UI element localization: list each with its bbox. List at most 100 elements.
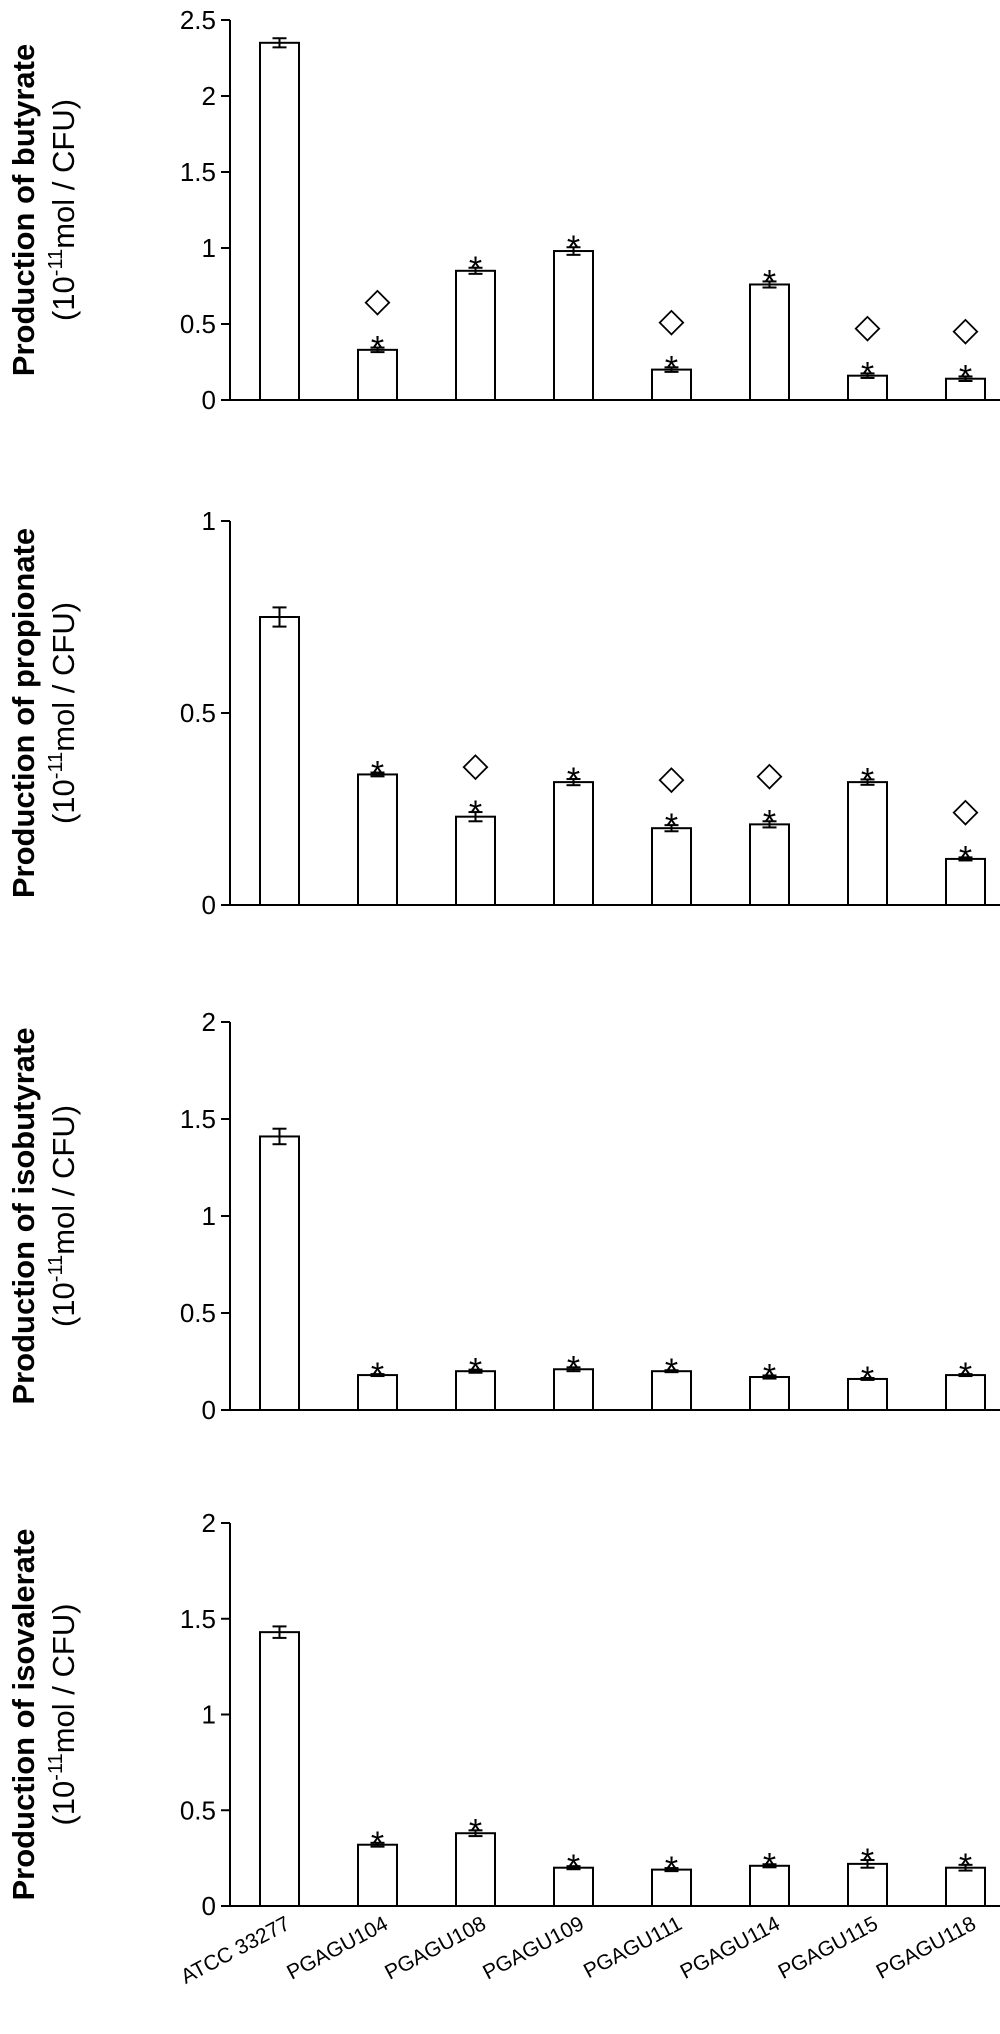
bar-PGAGU114: [749, 823, 790, 906]
significance-star: *: [861, 761, 874, 799]
y-axis-label-line1: Production of isobutyrate: [6, 1027, 41, 1404]
bar-PGAGU104: [357, 773, 398, 906]
error-bar: [664, 824, 679, 833]
category-label: ATCC 33277: [177, 1912, 294, 1989]
y-axis-label-unit-post: mol / CFU): [46, 1105, 81, 1255]
bar-PGAGU114: [749, 283, 790, 402]
error-bar: [272, 1127, 287, 1146]
error-bar: [468, 811, 483, 823]
error-bar: [762, 280, 777, 289]
significance-diamond: ◇: [756, 755, 783, 793]
y-tick-label: 0.5: [180, 1795, 216, 1825]
bar-PGAGU111: [651, 1868, 692, 1907]
y-axis-label-line1: Production of propionate: [6, 528, 41, 898]
significance-diamond: ◇: [658, 301, 685, 339]
category-label: PGAGU115: [775, 1912, 882, 1984]
error-bar: [468, 266, 483, 275]
y-axis-label-unit-post: mol / CFU): [46, 99, 81, 249]
bar-PGAGU104: [357, 1843, 398, 1907]
significance-diamond: ◇: [952, 310, 979, 348]
error-bar: [566, 1366, 581, 1373]
error-bar: [370, 1841, 385, 1848]
panel-2: 0 0.5 1 Production of propionate (10-11mol /…: [6, 506, 1000, 920]
y-axis-label-line1: Production of butyrate: [6, 44, 41, 376]
y-axis-label: Production of isovalerate (10-11mol / CFU…: [6, 1528, 81, 1900]
bar-PGAGU111: [651, 1370, 692, 1411]
y-axis-label-unit-pre: (10: [46, 1282, 81, 1327]
bar-PGAGU108: [455, 1832, 496, 1907]
y-tick-label: 0: [202, 385, 216, 415]
error-bar: [664, 1369, 679, 1374]
significance-star: *: [763, 263, 776, 301]
y-tick-label: 1: [202, 1700, 216, 1730]
significance-star: *: [665, 1352, 678, 1390]
y-tick-label: 1.5: [180, 1604, 216, 1634]
category-label: PGAGU118: [873, 1912, 980, 1984]
error-bar: [860, 778, 875, 786]
error-bar: [370, 771, 385, 778]
y-tick-label: 0.5: [180, 698, 216, 728]
y-axis-label-line2: (10-11mol / CFU): [45, 602, 81, 824]
y-tick-label: 0: [202, 890, 216, 920]
error-bar: [958, 1373, 973, 1378]
y-axis-label: Production of butyrate (10-11mol / CFU): [6, 44, 81, 376]
bar-ATCC 33277: [259, 41, 300, 402]
bar-PGAGU111: [651, 827, 692, 907]
significance-star: *: [959, 1356, 972, 1394]
y-axis-label-unit-post: mol / CFU): [46, 1603, 81, 1753]
error-bar: [272, 37, 287, 49]
significance-star: *: [371, 330, 384, 368]
y-axis-label-line1: Production of isovalerate: [6, 1528, 41, 1900]
significance-star: *: [763, 1846, 776, 1884]
error-bar: [566, 246, 581, 256]
significance-star: *: [665, 349, 678, 387]
error-bar: [860, 372, 875, 379]
y-tick-label: 2.5: [180, 5, 216, 35]
y-axis-label-unit-post: mol / CFU): [46, 602, 81, 752]
error-bar: [468, 1368, 483, 1374]
bar-ATCC 33277: [259, 616, 300, 906]
y-axis-label: Production of isobutyrate (10-11mol / CFU…: [6, 1027, 81, 1404]
significance-star: *: [959, 1847, 972, 1885]
y-tick-label: 2: [202, 81, 216, 111]
panel-4: 0 0.5 1 1.5 2 Production of isovalerate (10-11…: [6, 1508, 1000, 1921]
bar-PGAGU109: [553, 250, 594, 401]
bar-PGAGU115: [847, 781, 888, 906]
significance-star: *: [959, 358, 972, 396]
significance-star: *: [371, 1356, 384, 1394]
y-tick-label: 1.5: [180, 1104, 216, 1134]
error-bar: [370, 1373, 385, 1378]
error-bar: [860, 1376, 875, 1381]
y-tick-label: 2: [202, 1508, 216, 1538]
error-bar: [566, 1865, 581, 1871]
error-bar: [566, 778, 581, 787]
y-axis-label: Production of propionate (10-11mol / CFU): [6, 528, 81, 898]
significance-star: *: [763, 803, 776, 841]
significance-star: *: [469, 794, 482, 832]
significance-star: *: [469, 1812, 482, 1850]
y-axis-label-unit-sup: -11: [45, 752, 67, 779]
bar-PGAGU115: [847, 374, 888, 401]
significance-star: *: [567, 1848, 580, 1886]
y-tick-label: 0.5: [180, 309, 216, 339]
bar-PGAGU109: [553, 1368, 594, 1412]
y-axis-label-unit-sup: -11: [45, 249, 67, 276]
significance-star: *: [861, 1360, 874, 1398]
y-tick-label: 0: [202, 1395, 216, 1425]
y-tick-label: 2: [202, 1007, 216, 1037]
significance-star: *: [861, 355, 874, 393]
y-tick-label: 1: [202, 233, 216, 263]
bar-PGAGU108: [455, 815, 496, 906]
significance-star: *: [763, 1357, 776, 1395]
y-axis-label-unit-pre: (10: [46, 1781, 81, 1826]
error-bar: [958, 856, 973, 862]
significance-star: *: [469, 250, 482, 288]
error-bar: [762, 1863, 777, 1869]
error-bar: [664, 1867, 679, 1873]
bar-PGAGU108: [455, 269, 496, 401]
significance-diamond: ◇: [462, 746, 489, 784]
y-axis-label-unit-sup: -11: [45, 1255, 67, 1282]
significance-star: *: [371, 755, 384, 793]
significance-star: *: [861, 1842, 874, 1880]
y-axis-label-line2: (10-11mol / CFU): [45, 99, 81, 321]
